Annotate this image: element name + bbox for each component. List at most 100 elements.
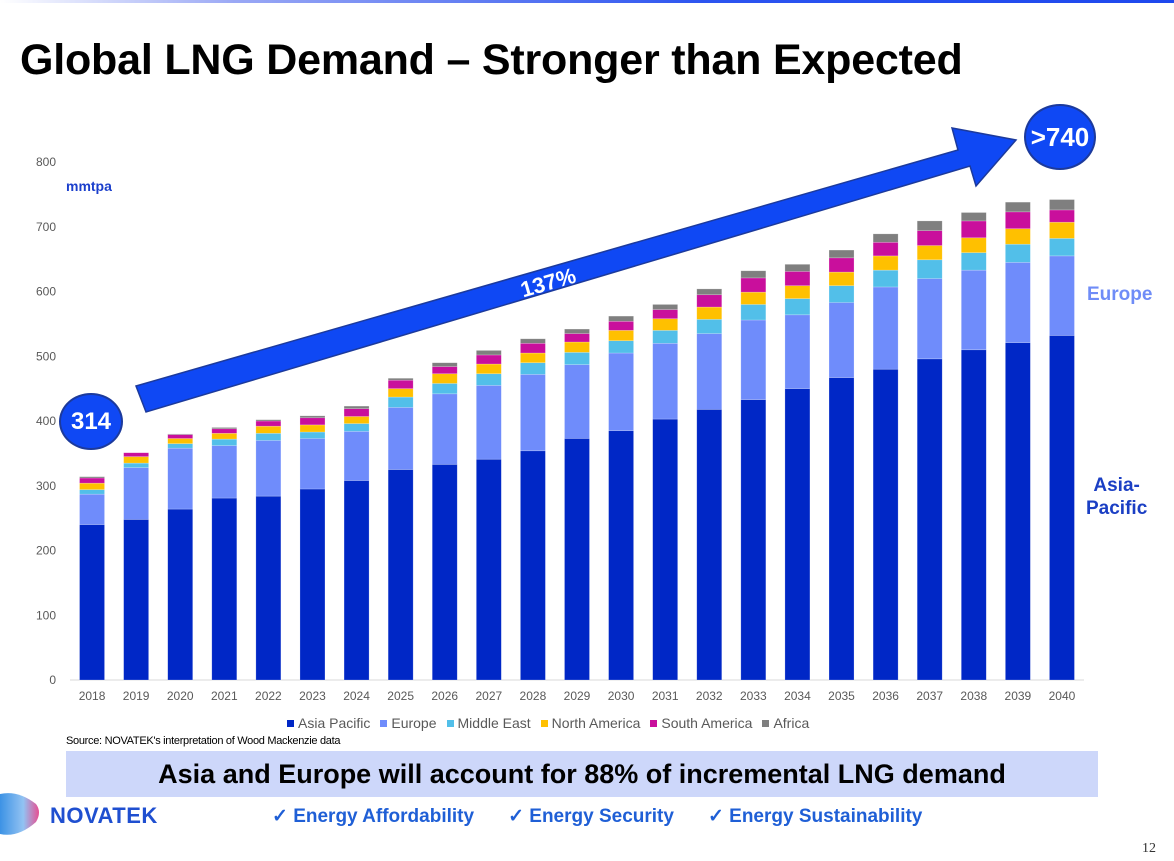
bar-segment-africa (476, 350, 502, 356)
bar-segment-europe (431, 393, 458, 465)
bar-segment-south-america (79, 477, 105, 484)
bar-segment-asia-pacific (960, 349, 987, 681)
bar-segment-asia-pacific (123, 519, 149, 681)
bar-segment-asia-pacific (608, 430, 634, 681)
bar-segment-south-america (1005, 211, 1031, 229)
bar-segment-south-america (696, 294, 723, 308)
bar-segment-south-america (299, 417, 326, 426)
bar-segment-north-america (960, 237, 987, 253)
legend-label: Asia Pacific (298, 715, 371, 731)
bar-segment-europe (1049, 255, 1075, 336)
bar-segment-asia-pacific (784, 388, 811, 681)
page-title: Global LNG Demand – Stronger than Expect… (20, 36, 963, 84)
x-tick-label: 2036 (872, 689, 899, 703)
key-message-banner: Asia and Europe will account for 88% of … (66, 751, 1098, 797)
bar-segment-north-america (828, 271, 855, 286)
bar-stack-2040 (1049, 199, 1075, 681)
bar-segment-middle-east (740, 304, 767, 321)
bar-segment-africa (828, 249, 855, 259)
x-tick-label: 2037 (916, 689, 943, 703)
bar-segment-asia-pacific (431, 464, 458, 681)
y-tick-label: 200 (36, 544, 56, 558)
bar-segment-asia-pacific (696, 409, 723, 681)
bar-segment-south-america (872, 241, 899, 257)
bar-segment-asia-pacific (211, 497, 238, 681)
bar-segment-europe (784, 314, 811, 389)
x-tick-label: 2030 (608, 689, 635, 703)
bar-segment-europe (564, 364, 590, 439)
x-tick-label: 2021 (211, 689, 238, 703)
bar-stack-2031 (652, 304, 678, 681)
bar-segment-asia-pacific (299, 488, 326, 681)
bar-segment-south-america (387, 379, 414, 389)
bar-segment-north-america (343, 416, 370, 424)
bar-segment-africa (696, 288, 723, 296)
bar-segment-asia-pacific (255, 495, 282, 681)
bar-segment-south-america (476, 354, 502, 365)
x-tick-label: 2020 (167, 689, 194, 703)
bar-segment-africa (652, 304, 678, 310)
key-message-text: Asia and Europe will account for 88% of … (158, 758, 1006, 789)
bar-segment-middle-east (784, 298, 811, 316)
bar-segment-south-america (211, 428, 238, 434)
bar-segment-north-america (299, 424, 326, 433)
y-tick-label: 300 (36, 479, 56, 493)
bar-segment-asia-pacific (387, 469, 414, 681)
bar-segment-europe (211, 445, 238, 499)
bar-segment-europe (916, 278, 943, 360)
legend-label: Middle East (457, 715, 531, 731)
legend-item: Asia Pacific (287, 715, 370, 731)
asia-pacific-label: Asia- Pacific (1086, 474, 1147, 520)
legend-item: Africa (762, 715, 809, 731)
bar-segment-south-america (520, 342, 546, 354)
bar-segment-asia-pacific (520, 450, 546, 681)
bar-segment-north-america (123, 456, 149, 464)
legend-swatch (287, 719, 294, 727)
legend-swatch (650, 719, 658, 727)
x-tick-label: 2034 (784, 689, 811, 703)
bar-stack-2021 (211, 427, 238, 681)
end-value-bubble: >740 (1024, 104, 1096, 170)
bar-segment-middle-east (696, 319, 723, 334)
legend-swatch (762, 719, 770, 727)
bar-segment-asia-pacific (79, 524, 105, 681)
bar-stack-2039 (1005, 201, 1031, 681)
bar-segment-middle-east (387, 396, 414, 408)
pillar-sustainability: ✓ Energy Sustainability (707, 806, 923, 827)
legend-item: Middle East (446, 715, 531, 731)
x-tick-label: 2035 (828, 689, 855, 703)
x-tick-label: 2029 (564, 689, 591, 703)
bar-segment-north-america (872, 255, 899, 271)
bar-segment-europe (343, 431, 370, 481)
start-value: 314 (70, 407, 112, 435)
bar-segment-south-america (828, 257, 855, 273)
bar-segment-europe (740, 319, 767, 400)
bar-segment-africa (520, 338, 546, 344)
bar-segment-middle-east (608, 340, 634, 354)
bar-stack-2029 (564, 328, 590, 681)
y-tick-label: 400 (36, 414, 56, 428)
arrow-icon (135, 127, 1018, 413)
bar-segment-africa (167, 433, 194, 435)
novatek-logo-icon (0, 793, 39, 835)
x-tick-label: 2025 (387, 689, 414, 703)
bar-segment-middle-east (872, 269, 899, 288)
legend-item: North America (540, 715, 640, 731)
page-number: 12 (1142, 841, 1156, 856)
bar-segment-africa (1005, 201, 1031, 213)
bar-segment-south-america (255, 420, 282, 427)
bar-segment-north-america (387, 388, 414, 398)
bar-segment-north-america (696, 306, 723, 320)
legend-label: Europe (391, 715, 437, 731)
legend-swatch (540, 719, 548, 727)
bar-segment-europe (387, 407, 414, 470)
bar-stack-2026 (431, 362, 458, 681)
novatek-logo-text: NOVATEK (50, 803, 158, 828)
bar-stack-2028 (520, 338, 546, 681)
asia-pacific-label-line1: Asia- (1093, 475, 1140, 496)
bar-segment-africa (299, 415, 326, 419)
legend-item: South America (650, 715, 752, 731)
legend-swatch (446, 719, 454, 727)
bar-stack-2027 (476, 350, 502, 681)
